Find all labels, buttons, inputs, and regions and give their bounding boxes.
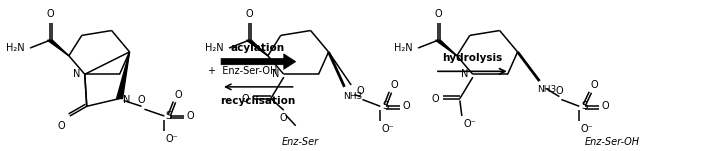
Text: O⁻: O⁻ [165,133,178,143]
Text: hydrolysis: hydrolysis [442,53,502,63]
Text: O: O [46,9,54,19]
Text: O: O [245,9,252,19]
Text: N: N [462,69,469,79]
Text: O: O [280,113,288,123]
Text: N: N [123,95,130,106]
Text: N: N [272,69,280,79]
Text: H₂N: H₂N [206,43,224,53]
Polygon shape [247,40,268,56]
Text: O: O [590,80,598,90]
Text: O⁻: O⁻ [580,124,593,134]
Text: O: O [174,90,182,100]
Text: O: O [390,80,398,90]
Text: S: S [165,111,172,121]
Text: Enz-Ser: Enz-Ser [282,137,319,147]
Text: O⁻: O⁻ [464,119,476,129]
Text: acylation: acylation [231,43,285,53]
Polygon shape [221,54,296,69]
Text: +  Enz-Ser-OH: + Enz-Ser-OH [208,66,277,76]
Text: O: O [601,101,609,111]
Text: N: N [74,69,81,79]
Text: S: S [382,101,389,111]
Text: O: O [57,121,65,131]
Text: recyclisation: recyclisation [220,96,296,106]
Text: O: O [138,95,145,105]
Text: Enz-Ser-OH: Enz-Ser-OH [584,137,640,147]
Polygon shape [48,40,69,56]
Text: O: O [241,93,249,104]
Text: NH3: NH3 [342,92,362,101]
Text: O⁻: O⁻ [381,124,394,134]
Text: O: O [431,93,439,104]
Polygon shape [116,52,130,99]
Text: O: O [556,86,563,96]
Text: O: O [357,86,364,96]
Text: NH3: NH3 [537,85,556,94]
Text: O: O [402,101,410,111]
Text: O: O [186,111,194,121]
Text: H₂N: H₂N [6,43,25,53]
Text: S: S [581,101,588,111]
Polygon shape [435,40,457,56]
Text: O: O [434,9,442,19]
Text: H₂N: H₂N [394,43,413,53]
